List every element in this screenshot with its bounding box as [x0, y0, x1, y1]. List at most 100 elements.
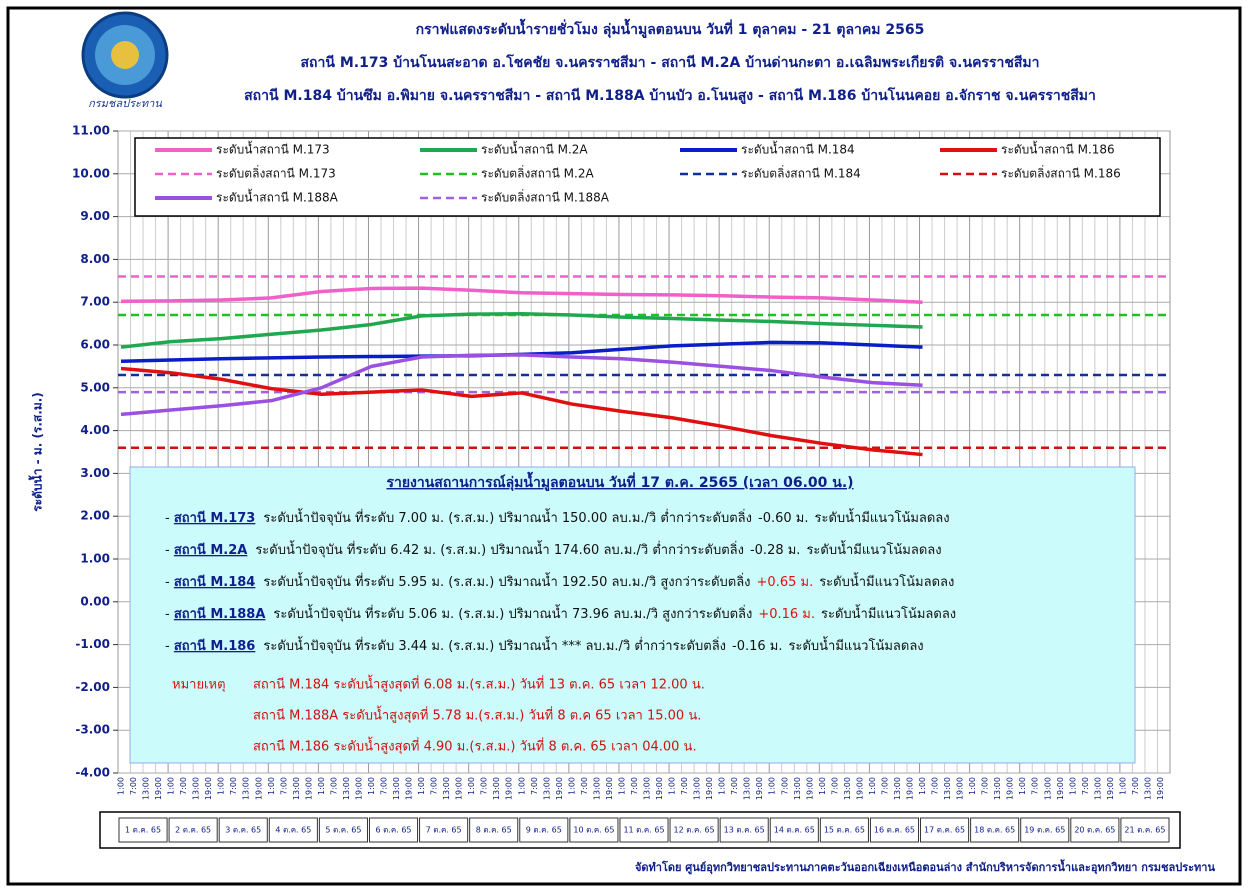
x-tick-label: 13:00: [643, 777, 652, 800]
date-label: 20 ต.ค. 65: [1074, 826, 1115, 835]
x-tick-label: 1:00: [467, 777, 476, 795]
legend-label: ระดับตลิ่งสถานี M.2A: [481, 165, 594, 181]
x-tick-label: 13:00: [943, 777, 952, 800]
report-trend: ระดับน้ำมีแนวโน้มลดลง: [821, 604, 956, 622]
report-line: - สถานี M.173 ระดับน้ำปัจจุบัน ที่ระดับ 7…: [165, 508, 950, 526]
report-line: - สถานี M.184 ระดับน้ำปัจจุบัน ที่ระดับ 5…: [165, 572, 954, 590]
date-box: [469, 817, 519, 843]
x-tick-label: 19:00: [1056, 777, 1065, 800]
x-tick-label: 13:00: [392, 777, 401, 800]
y-tick-label: -3.00: [75, 723, 110, 737]
date-box: [118, 817, 168, 843]
x-tick-label: 13:00: [743, 777, 752, 800]
report-diff: +0.65 ม.: [757, 575, 814, 590]
station-link: สถานี M.184: [174, 574, 256, 590]
x-tick-label: 19:00: [906, 777, 915, 800]
dash: -: [165, 607, 174, 622]
x-tick-label: 7:00: [931, 777, 940, 795]
y-axis-label: ระดับน้ำ - ม. (ร.ส.ม.): [28, 392, 45, 512]
x-tick-label: 1:00: [317, 777, 326, 795]
x-tick-label: 13:00: [292, 777, 301, 800]
date-label: 13 ต.ค. 65: [724, 826, 765, 835]
date-label: 18 ต.ค. 65: [974, 826, 1015, 835]
x-tick-label: 13:00: [993, 777, 1002, 800]
date-label: 3 ต.ค. 65: [225, 826, 261, 835]
x-tick-label: 13:00: [142, 777, 151, 800]
x-tick-label: 13:00: [843, 777, 852, 800]
x-tick-label: 1:00: [818, 777, 827, 795]
x-tick-label: 7:00: [680, 777, 689, 795]
date-box: [769, 817, 819, 843]
x-tick-label: 1:00: [668, 777, 677, 795]
date-label: 16 ต.ค. 65: [874, 826, 915, 835]
date-label: 7 ต.ค. 65: [426, 826, 462, 835]
x-tick-label: 13:00: [242, 777, 251, 800]
legend-label: ระดับน้ำสถานี M.173: [216, 141, 330, 157]
y-tick-label: 1.00: [80, 552, 110, 566]
report-line: - สถานี M.2A ระดับน้ำปัจจุบัน ที่ระดับ 6.…: [165, 540, 942, 558]
x-tick-label: 19:00: [304, 777, 313, 800]
logo-text: กรมชลประทาน: [88, 97, 162, 110]
x-tick-label: 7:00: [480, 777, 489, 795]
x-tick-label: 13:00: [492, 777, 501, 800]
title: สถานี M.173 บ้านโนนสะอาด อ.โชคชัย จ.นครร…: [301, 53, 1040, 71]
x-tick-label: 19:00: [1006, 777, 1015, 800]
x-tick-label: 13:00: [1043, 777, 1052, 800]
y-tick-label: 0.00: [80, 594, 110, 608]
x-tick-label: 1:00: [1068, 777, 1077, 795]
dash: -: [165, 511, 174, 526]
date-box: [168, 817, 218, 843]
legend-label: ระดับตลิ่งสถานี M.184: [741, 165, 861, 181]
date-label: 17 ต.ค. 65: [924, 826, 965, 835]
x-tick-label: 7:00: [530, 777, 539, 795]
x-tick-label: 1:00: [117, 777, 126, 795]
date-label: 15 ต.ค. 65: [824, 826, 865, 835]
legend-label: ระดับตลิ่งสถานี M.188A: [481, 189, 610, 205]
x-tick-label: 19:00: [254, 777, 263, 800]
date-label: 2 ต.ค. 65: [175, 826, 211, 835]
y-tick-label: 7.00: [80, 295, 110, 309]
date-box: [1020, 817, 1070, 843]
x-tick-label: 1:00: [918, 777, 927, 795]
series-line: [120, 353, 923, 417]
report-diff: -0.28 ม.: [750, 543, 800, 558]
x-tick-label: 7:00: [1081, 777, 1090, 795]
report-line: - สถานี M.186 ระดับน้ำปัจจุบัน ที่ระดับ 3…: [165, 636, 924, 654]
x-tick-label: 13:00: [342, 777, 351, 800]
x-tick-label: 7:00: [981, 777, 990, 795]
date-box: [419, 817, 469, 843]
date-box: [970, 817, 1020, 843]
x-tick-label: 7:00: [430, 777, 439, 795]
dash: -: [165, 543, 174, 558]
x-tick-label: 1:00: [217, 777, 226, 795]
date-box: [569, 817, 619, 843]
y-tick-label: 10.00: [72, 166, 110, 180]
series-line: [120, 286, 923, 304]
x-tick-label: 19:00: [605, 777, 614, 800]
date-label: 14 ต.ค. 65: [774, 826, 815, 835]
date-label: 6 ต.ค. 65: [376, 826, 412, 835]
report-text: ระดับน้ำปัจจุบัน ที่ระดับ 6.42 ม. (ร.ส.ม…: [255, 540, 744, 558]
y-tick-label: -1.00: [75, 637, 110, 651]
date-label: 4 ต.ค. 65: [275, 826, 311, 835]
date-box: [368, 817, 419, 843]
report-text: ระดับน้ำปัจจุบัน ที่ระดับ 3.44 ม. (ร.ส.ม…: [263, 636, 726, 654]
x-tick-label: 19:00: [1106, 777, 1115, 800]
x-tick-label: 7:00: [730, 777, 739, 795]
report-text: ระดับน้ำปัจจุบัน ที่ระดับ 5.95 ม. (ร.ส.ม…: [263, 572, 750, 590]
x-tick-label: 19:00: [204, 777, 213, 800]
x-tick-label: 1:00: [1118, 777, 1127, 795]
report-line: - สถานี M.188A ระดับน้ำปัจจุบัน ที่ระดับ …: [165, 604, 956, 622]
x-tick-label: 7:00: [830, 777, 839, 795]
y-tick-label: 3.00: [80, 466, 110, 480]
legend-label: ระดับน้ำสถานี M.184: [741, 141, 855, 157]
report-trend: ระดับน้ำมีแนวโน้มลดลง: [814, 508, 949, 526]
x-tick-label: 1:00: [968, 777, 977, 795]
y-tick-label: -2.00: [75, 680, 110, 694]
x-tick-label: 13:00: [542, 777, 551, 800]
x-tick-label: 1:00: [718, 777, 727, 795]
date-box: [869, 817, 920, 843]
x-tick-label: 13:00: [192, 777, 201, 800]
x-tick-label: 7:00: [880, 777, 889, 795]
